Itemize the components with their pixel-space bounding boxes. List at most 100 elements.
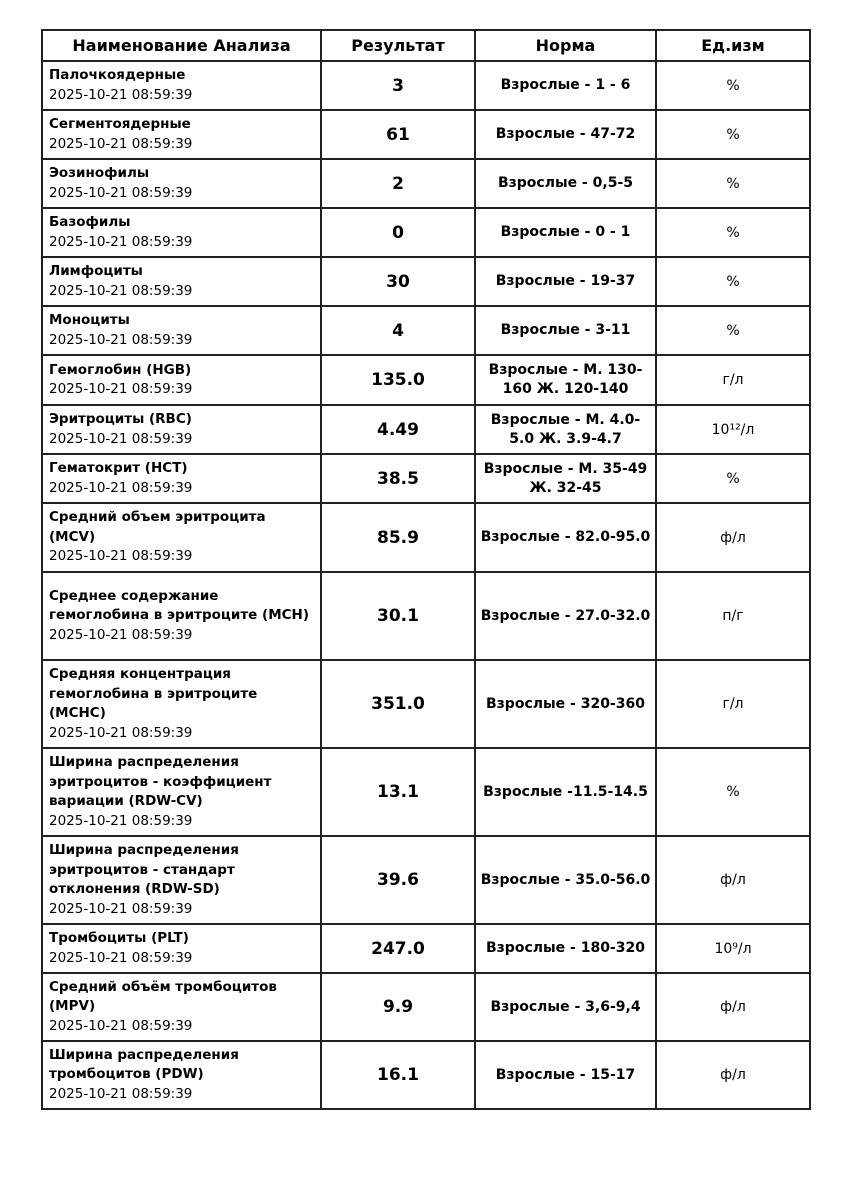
analysis-name: Базофилы xyxy=(49,214,131,230)
norm-range: Взрослые - 0,5-5 xyxy=(474,158,657,209)
result-value: 2 xyxy=(320,158,476,209)
norm-range: Взрослые - 15-17 xyxy=(474,1040,657,1110)
header-name: Наименование Анализа xyxy=(41,29,322,62)
unit: ф/л xyxy=(655,972,811,1042)
table-row: Моноциты 2025-10-21 08:59:39 4 Взрослые - 3… xyxy=(41,305,811,356)
table-row: Средний объем эритроцита (MCV) 2025-10-21… xyxy=(41,502,811,573)
norm-range: Взрослые - 320-360 xyxy=(474,659,657,749)
analysis-name-cell: Сегментоядерные 2025-10-21 08:59:39 xyxy=(41,109,322,160)
result-value: 13.1 xyxy=(320,747,476,837)
analysis-name: Моноциты xyxy=(49,312,130,328)
unit: % xyxy=(655,109,811,160)
analysis-name-cell: Ширина распределения тромбоцитов (PDW) 20… xyxy=(41,1040,322,1110)
analysis-name: Гемоглобин (HGB) xyxy=(49,361,192,378)
norm-range: Взрослые - 35.0-56.0 xyxy=(474,835,657,925)
result-value: 30 xyxy=(320,256,476,307)
norm-range: Взрослые - М. 130-160 Ж. 120-140 xyxy=(474,354,657,406)
table-row: Ширина распределения эритроцитов - станд… xyxy=(41,835,811,925)
analysis-date: 2025-10-21 08:59:39 xyxy=(49,430,193,447)
norm-range: Взрослые - 1 - 6 xyxy=(474,60,657,111)
analysis-name: Средний объём тромбоцитов (MPV) xyxy=(49,978,277,1015)
analysis-date: 2025-10-21 08:59:39 xyxy=(49,1085,193,1102)
unit: г/л xyxy=(655,354,811,406)
analysis-name: Среднее содержание гемоглобина в эритроц… xyxy=(49,587,310,624)
norm-range: Взрослые -11.5-14.5 xyxy=(474,747,657,837)
unit: п/г xyxy=(655,571,811,661)
analysis-name: Гематокрит (HCT) xyxy=(49,460,188,476)
norm-range: Взрослые - 19-37 xyxy=(474,256,657,307)
unit: % xyxy=(655,747,811,837)
unit: % xyxy=(655,305,811,356)
norm-range: Взрослые - М. 4.0-5.0 Ж. 3.9-4.7 xyxy=(474,404,657,455)
result-value: 9.9 xyxy=(320,972,476,1042)
table-row: Средний объём тромбоцитов (MPV) 2025-10-2… xyxy=(41,972,811,1042)
analysis-date: 2025-10-21 08:59:39 xyxy=(49,949,193,966)
unit: ф/л xyxy=(655,835,811,925)
table-row: Базофилы 2025-10-21 08:59:39 0 Взрослые - 0… xyxy=(41,207,811,258)
analysis-name-cell: Моноциты 2025-10-21 08:59:39 xyxy=(41,305,322,356)
table-row: Лимфоциты 2025-10-21 08:59:39 30 Взрослые -… xyxy=(41,256,811,307)
analysis-name-cell: Эозинофилы 2025-10-21 08:59:39 xyxy=(41,158,322,209)
norm-range: Взрослые - 27.0-32.0 xyxy=(474,571,657,661)
result-value: 135.0 xyxy=(320,354,476,406)
result-value: 30.1 xyxy=(320,571,476,661)
analysis-name-cell: Тромбоциты (PLT) 2025-10-21 08:59:39 xyxy=(41,923,322,974)
header-unit: Ед.изм xyxy=(655,29,811,62)
unit: ф/л xyxy=(655,1040,811,1110)
result-value: 0 xyxy=(320,207,476,258)
analysis-date: 2025-10-21 08:59:39 xyxy=(49,479,193,496)
analysis-name: Эозинофилы xyxy=(49,165,150,181)
analysis-date: 2025-10-21 08:59:39 xyxy=(49,86,193,103)
analysis-name-cell: Средняя концентрация гемоглобина в эритр… xyxy=(41,659,322,749)
analysis-name: Ширина распределения эритроцитов - коэфф… xyxy=(49,754,272,809)
analysis-name: Сегментоядерные xyxy=(49,116,191,132)
unit: 10⁹/л xyxy=(655,923,811,974)
analysis-name: Ширина распределения тромбоцитов (PDW) xyxy=(49,1046,239,1083)
result-value: 4.49 xyxy=(320,404,476,455)
analysis-date: 2025-10-21 08:59:39 xyxy=(49,1017,193,1034)
unit: % xyxy=(655,158,811,209)
analysis-date: 2025-10-21 08:59:39 xyxy=(49,331,193,348)
analysis-name-cell: Базофилы 2025-10-21 08:59:39 xyxy=(41,207,322,258)
table-row: Тромбоциты (PLT) 2025-10-21 08:59:39 247.0… xyxy=(41,923,811,974)
norm-range: Взрослые - М. 35-49 Ж. 32-45 xyxy=(474,453,657,504)
result-value: 3 xyxy=(320,60,476,111)
analysis-date: 2025-10-21 08:59:39 xyxy=(49,381,193,397)
analysis-name: Эритроциты (RBC) xyxy=(49,411,192,427)
analysis-name: Средняя концентрация гемоглобина в эритр… xyxy=(49,666,258,721)
table-row: Среднее содержание гемоглобина в эритроц… xyxy=(41,571,811,661)
analysis-date: 2025-10-21 08:59:39 xyxy=(49,282,193,299)
analysis-name-cell: Ширина распределения эритроцитов - коэфф… xyxy=(41,747,322,837)
unit: ф/л xyxy=(655,502,811,573)
analysis-name-cell: Эритроциты (RBC) 2025-10-21 08:59:39 xyxy=(41,404,322,455)
result-value: 85.9 xyxy=(320,502,476,573)
norm-range: Взрослые - 47-72 xyxy=(474,109,657,160)
analysis-name: Тромбоциты (PLT) xyxy=(49,930,189,946)
unit: % xyxy=(655,207,811,258)
unit: % xyxy=(655,453,811,504)
norm-range: Взрослые - 82.0-95.0 xyxy=(474,502,657,573)
analysis-name: Средний объем эритроцита (MCV) xyxy=(49,509,266,545)
result-value: 61 xyxy=(320,109,476,160)
norm-range: Взрослые - 3,6-9,4 xyxy=(474,972,657,1042)
norm-range: Взрослые - 0 - 1 xyxy=(474,207,657,258)
analysis-date: 2025-10-21 08:59:39 xyxy=(49,135,193,152)
analysis-date: 2025-10-21 08:59:39 xyxy=(49,233,193,250)
analysis-name-cell: Лимфоциты 2025-10-21 08:59:39 xyxy=(41,256,322,307)
result-value: 247.0 xyxy=(320,923,476,974)
analysis-name-cell: Гемоглобин (HGB) 2025-10-21 08:59:39 xyxy=(41,354,322,406)
unit: 10¹²/л xyxy=(655,404,811,455)
analysis-date: 2025-10-21 08:59:39 xyxy=(49,812,193,829)
analysis-name-cell: Средний объем эритроцита (MCV) 2025-10-21… xyxy=(41,502,322,573)
result-value: 16.1 xyxy=(320,1040,476,1110)
table-row: Ширина распределения тромбоцитов (PDW) 20… xyxy=(41,1040,811,1110)
analysis-results-table: Наименование Анализа Результат Норма Ед.… xyxy=(41,29,811,1110)
result-value: 38.5 xyxy=(320,453,476,504)
analysis-name-cell: Палочкоядерные 2025-10-21 08:59:39 xyxy=(41,60,322,111)
norm-range: Взрослые - 3-11 xyxy=(474,305,657,356)
analysis-name: Ширина распределения эритроцитов - станд… xyxy=(49,842,239,897)
result-value: 39.6 xyxy=(320,835,476,925)
table-row: Сегментоядерные 2025-10-21 08:59:39 61 Взро… xyxy=(41,109,811,160)
analysis-name-cell: Среднее содержание гемоглобина в эритроц… xyxy=(41,571,322,661)
unit: % xyxy=(655,256,811,307)
